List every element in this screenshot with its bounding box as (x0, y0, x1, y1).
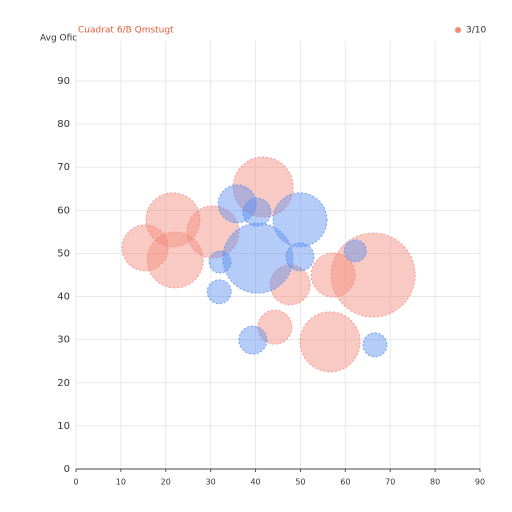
bubble (310, 252, 356, 298)
bubble (285, 242, 315, 272)
y-tick-label: 90 (57, 76, 70, 87)
bubble (362, 332, 388, 358)
bubble (121, 224, 169, 272)
x-tick-label: 40 (250, 478, 260, 487)
bubble (146, 231, 204, 289)
y-tick-label: 0 (64, 464, 70, 475)
bubble (269, 264, 311, 306)
x-tick-label: 90 (475, 478, 485, 487)
bubble (299, 311, 361, 373)
x-tick-label: 70 (385, 478, 395, 487)
bubble (145, 192, 201, 248)
chart-title: Cuadrat 6/B Qmstugt (78, 26, 174, 36)
y-tick-label: 70 (57, 162, 70, 173)
y-tick-label: 30 (57, 335, 70, 346)
x-tick-label: 10 (116, 478, 126, 487)
y-tick-label: 20 (57, 378, 70, 389)
bubble (272, 192, 328, 248)
y-tick-label: 10 (57, 421, 70, 432)
bubble (257, 309, 293, 345)
bubble (222, 222, 294, 294)
y-tick-label: 40 (57, 292, 70, 303)
x-tick-label: 30 (206, 478, 216, 487)
bubble (208, 250, 232, 274)
bubble (217, 184, 257, 224)
bubble (238, 325, 268, 355)
x-tick-label: 80 (430, 478, 440, 487)
x-tick-label: 20 (161, 478, 171, 487)
y-tick-label: 50 (57, 248, 70, 259)
legend-label: 3/10 (466, 26, 486, 36)
y-tick-label: 80 (57, 119, 70, 130)
bubble (343, 239, 367, 263)
bubble (206, 279, 232, 305)
x-tick-label: 60 (340, 478, 350, 487)
x-tick-label: 0 (73, 478, 78, 487)
bubble (232, 156, 294, 218)
y-tick-label: 60 (57, 205, 70, 216)
bubble (330, 232, 416, 318)
bubble (242, 197, 272, 227)
x-tick-label: 50 (295, 478, 305, 487)
legend-marker (455, 27, 461, 33)
y-axis-label: Avg Ofic (40, 34, 77, 44)
